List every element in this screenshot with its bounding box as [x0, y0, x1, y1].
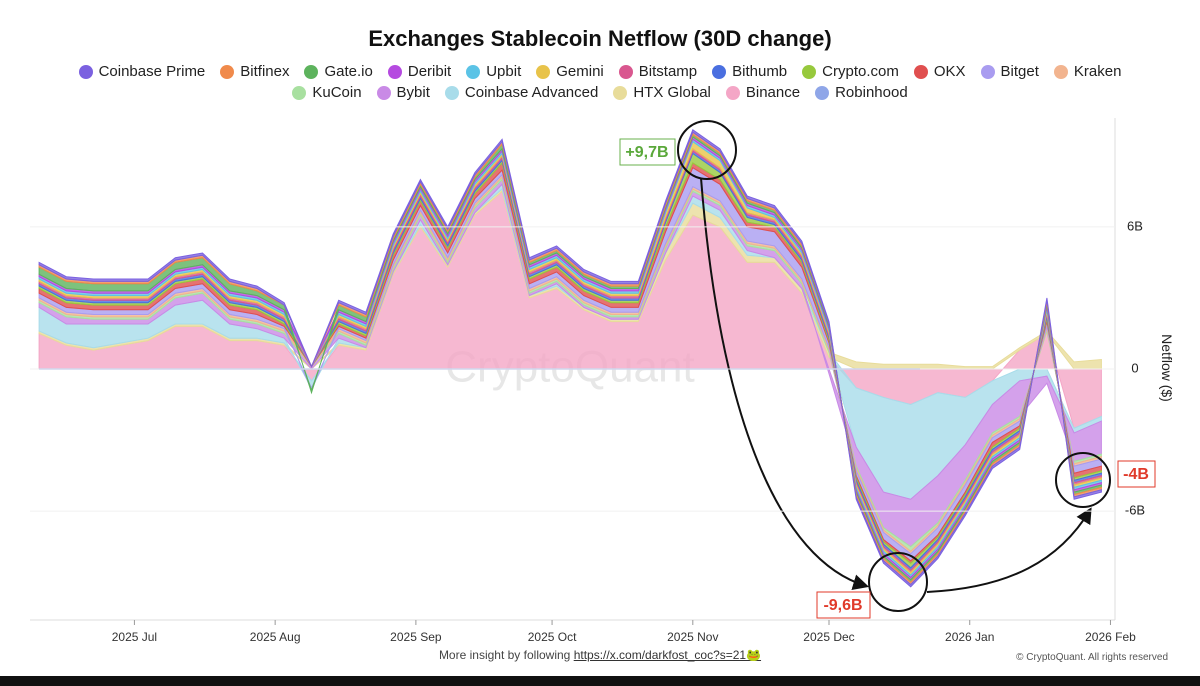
- legend-item: Crypto.com: [802, 62, 899, 81]
- legend-item: Deribit: [387, 62, 452, 81]
- legend-item: Coinbase Prime: [78, 62, 206, 81]
- legend-label: Deribit: [407, 63, 452, 80]
- legend-label: Bitfinex: [240, 63, 290, 80]
- legend-item: Bitget: [980, 62, 1039, 81]
- legend-item: Binance: [725, 83, 801, 102]
- x-tick-label: 2026 Feb: [1085, 630, 1136, 644]
- highlight-circle: [677, 120, 737, 180]
- legend-label: Binance: [745, 84, 801, 101]
- legend-label: Coinbase Advanced: [464, 84, 599, 101]
- legend-swatch: [466, 64, 481, 79]
- legend-swatch: [376, 85, 391, 100]
- y-axis-label: Netflow ($): [1159, 334, 1175, 402]
- footer-link[interactable]: https://x.com/darkfost_coc?s=21🐸: [573, 648, 762, 662]
- legend-item: Kraken: [1053, 62, 1122, 81]
- highlight-circle: [1055, 452, 1111, 508]
- legend-swatch: [444, 85, 459, 100]
- legend-item: Bithumb: [712, 62, 787, 81]
- arrow: [926, 507, 1092, 593]
- x-tick-label: 2025 Oct: [528, 630, 577, 644]
- legend-label: Bitstamp: [638, 63, 698, 80]
- legend-item: Gemini: [536, 62, 604, 81]
- legend-item: Upbit: [466, 62, 521, 81]
- x-tick-label: 2025 Sep: [390, 630, 442, 644]
- legend-item: Robinhood: [815, 83, 908, 102]
- legend-item: KuCoin: [292, 83, 362, 102]
- y-tick-label: -6B: [1125, 503, 1145, 518]
- legend-item: Coinbase Advanced: [444, 83, 599, 102]
- footer-text: More insight by following: [438, 648, 571, 662]
- legend-item: OKX: [913, 62, 966, 81]
- legend-item: Bitfinex: [220, 62, 289, 81]
- y-tick-label: 0: [1131, 360, 1138, 375]
- x-tick-label: 2025 Dec: [803, 630, 854, 644]
- legend-label: Upbit: [486, 63, 522, 80]
- legend-label: HTX Global: [633, 84, 711, 101]
- legend-label: OKX: [933, 63, 966, 80]
- legend-swatch: [618, 64, 633, 79]
- annotation-box: [1117, 460, 1156, 488]
- legend-swatch: [220, 64, 235, 79]
- legend-swatch: [913, 64, 928, 79]
- legend-swatch: [815, 85, 830, 100]
- legend-item: HTX Global: [613, 83, 711, 102]
- chart-title: Exchanges Stablecoin Netflow (30D change…: [368, 26, 832, 51]
- legend-swatch: [304, 64, 319, 79]
- legend-label: Crypto.com: [822, 63, 899, 80]
- annotation-box: [816, 591, 871, 619]
- annotation-box: [619, 138, 676, 166]
- legend-item: Gate.io: [304, 62, 373, 81]
- legend-swatch: [292, 85, 307, 100]
- annotations: +9,7B -9,6B -4B: [619, 120, 1156, 619]
- area: [38, 129, 1102, 588]
- legend-swatch: [78, 64, 93, 79]
- legend-swatch: [725, 85, 740, 100]
- legend-label: KuCoin: [312, 84, 362, 101]
- legend-swatch: [613, 85, 628, 100]
- legend-label: Gemini: [556, 63, 604, 80]
- annotation: -9,6B: [823, 597, 862, 614]
- footer: More insight by following https://x.com/…: [0, 648, 1200, 662]
- legend-label: Bitget: [1000, 63, 1039, 80]
- x-tick-label: 2025 Nov: [667, 630, 718, 644]
- legend-swatch: [802, 64, 817, 79]
- legend: Coinbase Prime Bitfinex Gate.io Deribit Upbi…: [50, 62, 1150, 102]
- legend-swatch: [1053, 64, 1068, 79]
- legend-label: Bithumb: [732, 63, 788, 80]
- y-tick-label: 6B: [1127, 218, 1143, 233]
- legend-item: Bitstamp: [618, 62, 698, 81]
- legend-swatch: [536, 64, 551, 79]
- x-tick-label: 2025 Jul: [112, 630, 157, 644]
- copyright: © CryptoQuant. All rights reserved: [1016, 652, 1168, 663]
- legend-item: Bybit: [376, 83, 430, 102]
- x-tick-label: 2026 Jan: [945, 630, 994, 644]
- legend-label: Bybit: [396, 84, 430, 101]
- legend-label: Robinhood: [835, 84, 908, 101]
- legend-swatch: [712, 64, 727, 79]
- areas: [38, 129, 1102, 588]
- legend-swatch: [387, 64, 402, 79]
- annotation: +9,7B: [625, 144, 668, 161]
- x-tick-label: 2025 Aug: [250, 630, 301, 644]
- arrow: [700, 177, 870, 590]
- legend-label: Kraken: [1073, 63, 1122, 80]
- annotation: -4B: [1123, 466, 1149, 483]
- legend-label: Coinbase Prime: [98, 63, 206, 80]
- legend-swatch: [980, 64, 995, 79]
- legend-label: Gate.io: [324, 63, 373, 80]
